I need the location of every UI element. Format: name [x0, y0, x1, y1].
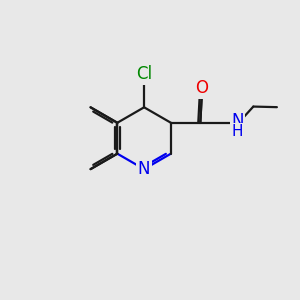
Text: Cl: Cl: [136, 65, 152, 83]
Text: H: H: [231, 124, 243, 139]
Text: O: O: [195, 79, 208, 97]
Text: N: N: [231, 112, 244, 130]
Text: N: N: [138, 160, 150, 178]
